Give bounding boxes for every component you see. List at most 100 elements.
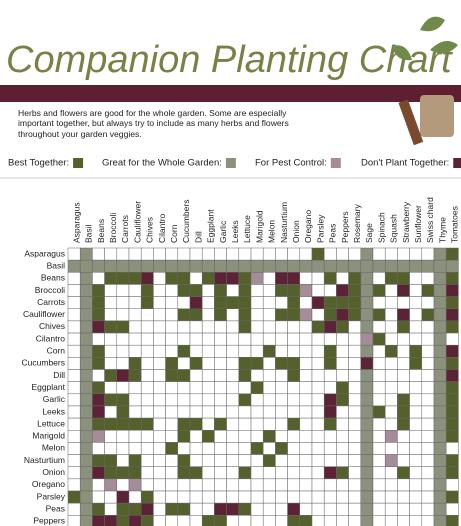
matrix-cell: [189, 478, 203, 492]
matrix-cell: [445, 381, 459, 395]
matrix-cell: [372, 284, 386, 297]
matrix-cell: [299, 515, 313, 526]
matrix-cell: [128, 296, 142, 310]
matrix-cell: [201, 296, 215, 310]
matrix-cell: [311, 454, 325, 467]
matrix-cell: [397, 490, 410, 504]
matrix-cell: [177, 393, 191, 407]
matrix-cell: [397, 320, 410, 334]
matrix-cell: [275, 417, 288, 431]
matrix-cell: [323, 393, 337, 407]
column-label: Beans: [96, 219, 106, 243]
matrix-cell: [214, 332, 227, 346]
matrix-cell: [79, 502, 93, 516]
row-label: Eggplant: [31, 382, 65, 392]
matrix-cell: [165, 369, 179, 382]
matrix-cell: [226, 478, 240, 492]
matrix-cell: [214, 442, 227, 455]
matrix-cell: [177, 515, 191, 526]
matrix-cell: [153, 454, 166, 467]
matrix-cell: [287, 357, 301, 370]
column-label: Tomatoes: [450, 206, 460, 243]
matrix-cell: [201, 247, 215, 261]
matrix-cell: [67, 502, 81, 516]
matrix-cell: [275, 259, 288, 273]
matrix-cell: [250, 502, 264, 516]
matrix-cell: [189, 247, 203, 261]
matrix-cell: [311, 284, 325, 297]
matrix-cell: [275, 357, 288, 370]
matrix-cell: [116, 247, 130, 261]
matrix-cell: [397, 284, 410, 297]
matrix-cell: [226, 320, 240, 334]
matrix-cell: [433, 308, 447, 322]
matrix-cell: [238, 247, 252, 261]
matrix-cell: [336, 502, 349, 516]
matrix-cell: [189, 332, 203, 346]
matrix-cell: [360, 332, 374, 346]
matrix-cell: [397, 442, 410, 455]
matrix-cell: [287, 515, 301, 526]
matrix-cell: [287, 381, 301, 395]
matrix-cell: [360, 344, 374, 358]
matrix-cell: [348, 247, 362, 261]
matrix-cell: [287, 332, 301, 346]
matrix-cell: [250, 454, 264, 467]
matrix-cell: [238, 381, 252, 395]
matrix-cell: [250, 320, 264, 334]
matrix-cell: [189, 296, 203, 310]
matrix-cell: [348, 478, 362, 492]
matrix-cell: [153, 296, 166, 310]
matrix-cell: [201, 259, 215, 273]
matrix-cell: [384, 308, 398, 322]
matrix-cell: [323, 417, 337, 431]
matrix-cell: [79, 320, 93, 334]
matrix-cell: [104, 417, 118, 431]
matrix-cell: [165, 478, 179, 492]
matrix-cell: [116, 430, 130, 443]
matrix-cell: [360, 308, 374, 322]
column-label: Carrots: [120, 215, 130, 243]
matrix-cell: [201, 357, 215, 370]
matrix-cell: [92, 454, 105, 467]
matrix-cell: [287, 502, 301, 516]
matrix-cell: [165, 272, 179, 285]
matrix-cell: [360, 357, 374, 370]
matrix-cell: [165, 502, 179, 516]
matrix-cell: [311, 320, 325, 334]
matrix-cell: [360, 502, 374, 516]
matrix-cell: [372, 454, 386, 467]
matrix-cell: [262, 502, 276, 516]
matrix-cell: [445, 442, 459, 455]
matrix-cell: [262, 284, 276, 297]
matrix-cell: [348, 344, 362, 358]
matrix-cell: [445, 405, 459, 419]
matrix-cell: [140, 259, 154, 273]
matrix-cell: [299, 490, 313, 504]
matrix-cell: [177, 357, 191, 370]
matrix-cell: [67, 332, 81, 346]
matrix-cell: [116, 490, 130, 504]
matrix-cell: [104, 357, 118, 370]
matrix-cell: [165, 454, 179, 467]
matrix-cell: [79, 430, 93, 443]
matrix-cell: [433, 478, 447, 492]
matrix-cell: [67, 478, 81, 492]
matrix-cell: [92, 296, 105, 310]
matrix-cell: [128, 344, 142, 358]
matrix-cell: [116, 502, 130, 516]
matrix-cell: [238, 393, 252, 407]
column-label: Strawberry: [401, 201, 411, 243]
matrix-cell: [128, 357, 142, 370]
matrix-cell: [104, 320, 118, 334]
matrix-cell: [397, 332, 410, 346]
matrix-cell: [287, 490, 301, 504]
matrix-cell: [79, 247, 93, 261]
matrix-cell: [445, 332, 459, 346]
matrix-cell: [421, 430, 435, 443]
matrix-cell: [128, 332, 142, 346]
matrix-cell: [189, 490, 203, 504]
matrix-cell: [409, 259, 423, 273]
matrix-cell: [165, 344, 179, 358]
matrix-cell: [445, 417, 459, 431]
